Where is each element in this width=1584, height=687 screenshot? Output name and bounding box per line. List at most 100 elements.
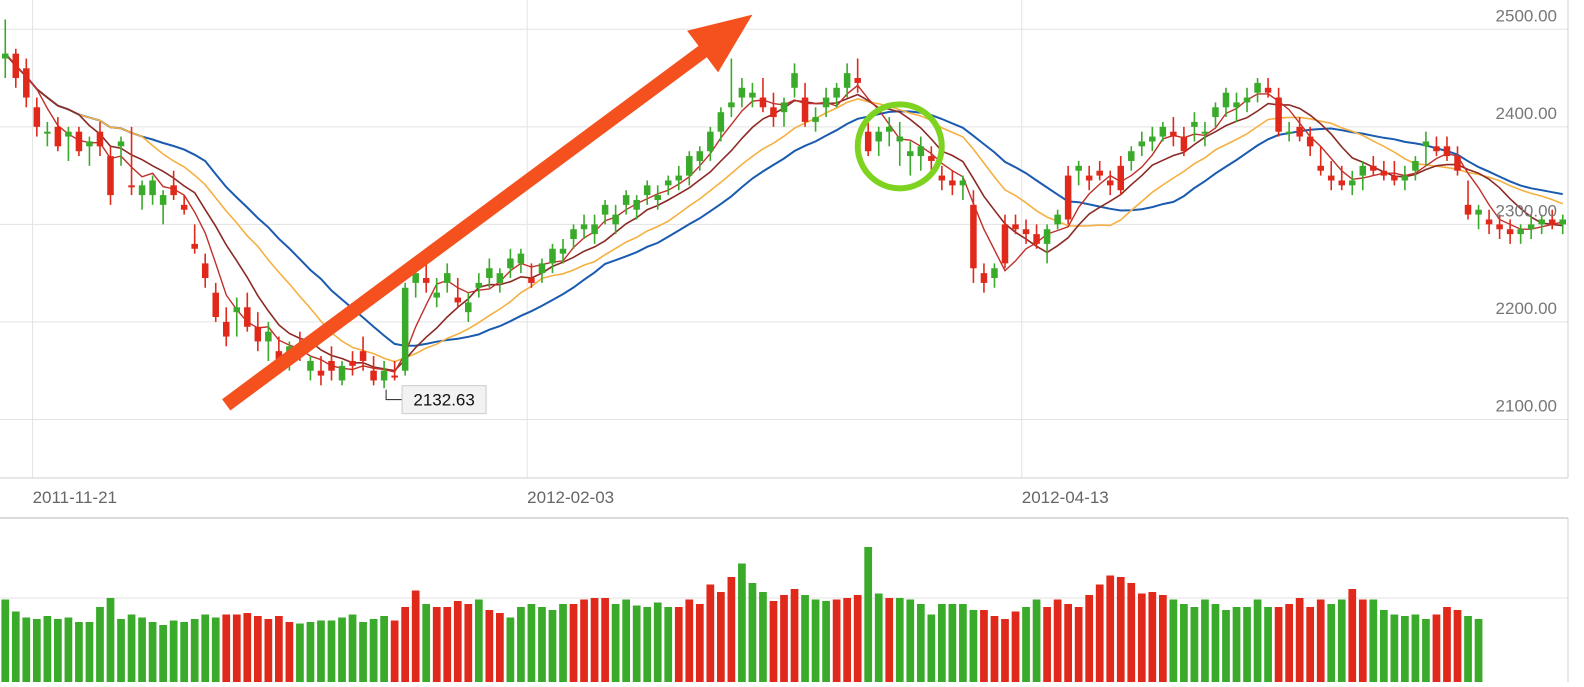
x-tick-label: 2011-11-21 <box>33 488 117 507</box>
volume-bar <box>517 607 525 682</box>
candle-body <box>885 126 893 132</box>
candle-body <box>86 141 93 147</box>
volume-bar <box>75 622 83 682</box>
candle-body <box>949 180 956 186</box>
volume-bar <box>1158 595 1167 682</box>
volume-bar <box>1148 592 1157 682</box>
volume-bar <box>211 617 220 682</box>
y-tick-label: 2200.00 <box>1496 299 1557 318</box>
volume-bar <box>1306 607 1315 682</box>
candle-body <box>65 131 72 137</box>
ma-line-blue <box>4 53 1563 347</box>
candle-body <box>991 268 998 279</box>
candle-body <box>717 112 725 132</box>
volume-bar <box>32 619 41 682</box>
candle-body <box>1054 214 1061 225</box>
volume-bar <box>1316 599 1325 682</box>
candle-body <box>1170 131 1177 137</box>
candle-body <box>1380 170 1388 176</box>
volume-bar <box>1 599 10 682</box>
volume-bar <box>1064 604 1072 682</box>
candle-body <box>517 253 525 264</box>
y-tick-label: 2300.00 <box>1496 201 1557 220</box>
volume-bar <box>117 619 125 682</box>
volume-bar <box>496 613 504 682</box>
candle-body <box>728 102 735 108</box>
candle-body <box>1464 204 1472 215</box>
candle-body <box>833 87 840 98</box>
callout-box <box>401 385 487 415</box>
candle-body <box>970 204 977 269</box>
candle-body <box>696 151 704 161</box>
candle-body <box>201 263 209 279</box>
candle-body <box>570 229 577 239</box>
volume-bar <box>474 599 483 682</box>
candle-body <box>1327 175 1335 181</box>
candle-body <box>149 180 156 196</box>
volume-bar <box>1190 607 1199 682</box>
candle-body <box>191 243 198 249</box>
volume-bar <box>401 607 410 682</box>
volume-bar <box>380 616 388 682</box>
candle-body <box>222 321 230 337</box>
candle-body <box>664 180 672 186</box>
volume-bars <box>1 547 1483 682</box>
volume-bar <box>538 607 546 682</box>
candle-body <box>1064 175 1072 220</box>
volume-bar <box>369 619 378 682</box>
candle-body <box>1264 87 1272 93</box>
volume-bar <box>1348 589 1357 682</box>
candle-body <box>907 151 914 157</box>
candle-body <box>1538 219 1545 225</box>
volume-bar <box>169 620 178 682</box>
candle-body <box>1422 141 1430 147</box>
candle-body <box>759 97 767 108</box>
candle-body <box>180 204 188 210</box>
candle-body <box>549 248 556 264</box>
candle-body <box>349 360 356 366</box>
volume-bar <box>190 619 199 682</box>
candle-body <box>654 195 661 200</box>
candle-body <box>1412 160 1419 171</box>
volume-bar <box>559 604 567 682</box>
volume-bar <box>959 604 967 682</box>
candle-body <box>791 73 798 88</box>
candle-body <box>675 175 683 181</box>
volume-bar <box>727 577 736 682</box>
y-tick-label: 2400.00 <box>1496 104 1557 123</box>
candle-body <box>1433 146 1440 152</box>
volume-bar <box>201 614 210 682</box>
candle-body <box>1475 209 1482 215</box>
candle-body <box>23 68 30 98</box>
candle-body <box>738 87 746 98</box>
candle-body <box>1149 136 1156 142</box>
candle-body <box>338 365 346 381</box>
y-tick-label: 2100.00 <box>1496 396 1557 415</box>
volume-bar <box>1011 611 1020 682</box>
candle-body <box>643 185 651 196</box>
volume-bar <box>1369 599 1378 682</box>
volume-bar <box>695 604 704 682</box>
candle-body <box>12 53 20 79</box>
candle-body <box>1191 121 1198 127</box>
candle-body <box>980 273 988 283</box>
volume-bar <box>790 589 799 682</box>
candle-body <box>1001 224 1009 264</box>
volume-bar <box>716 592 725 682</box>
volume-bar <box>937 604 946 682</box>
volume-bar <box>22 617 31 682</box>
candle-body <box>580 224 588 230</box>
candle-body <box>370 370 377 381</box>
highlight-circle-icon <box>854 101 945 192</box>
volume-bar <box>1443 607 1451 682</box>
candle-body <box>275 351 283 361</box>
volume-bar <box>906 599 915 682</box>
volume-bar <box>622 599 631 682</box>
volume-bar <box>980 610 988 682</box>
candle-body <box>380 370 388 381</box>
volume-bar <box>1285 604 1293 682</box>
volume-bar <box>895 598 904 682</box>
candle-body <box>422 278 430 283</box>
candle-body <box>1106 180 1114 186</box>
